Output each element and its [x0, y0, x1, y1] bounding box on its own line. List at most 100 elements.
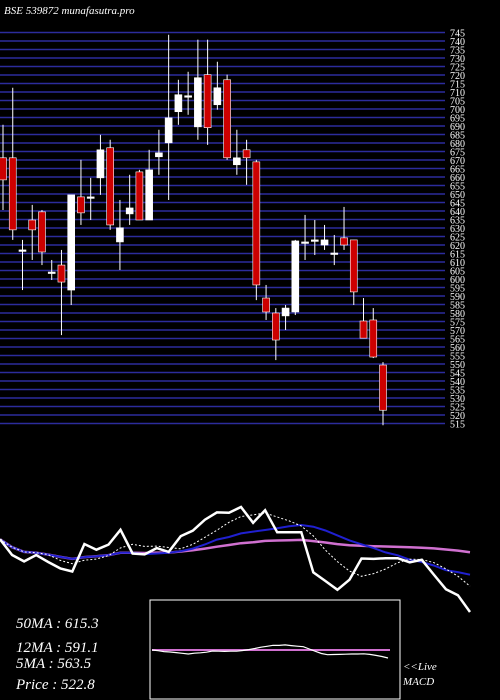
y-tick-label: 535	[450, 386, 465, 397]
candle-body	[349, 239, 358, 293]
candle-body	[116, 227, 124, 243]
candle-body	[301, 241, 309, 244]
candle-body	[38, 211, 46, 253]
y-tick-label: 730	[450, 54, 465, 65]
ma5-line	[0, 512, 471, 587]
candle-body	[155, 152, 163, 158]
y-tick-label: 645	[450, 199, 465, 210]
y-tick-label: 565	[450, 335, 465, 346]
candle-body	[310, 239, 319, 242]
ma-label: 50MA : 615.3	[16, 616, 99, 632]
y-tick-label: 560	[450, 343, 465, 354]
candle-body	[125, 207, 134, 215]
candle-body	[184, 95, 192, 98]
y-tick-label: 680	[450, 139, 465, 150]
y-tick-label: 615	[450, 250, 465, 261]
y-tick-label: 685	[450, 131, 465, 142]
y-tick-label: 530	[450, 394, 465, 405]
y-tick-label: 590	[450, 292, 465, 303]
candle-body	[242, 149, 251, 159]
candle-body	[203, 74, 212, 129]
y-tick-label: 580	[450, 309, 465, 320]
candle-body	[252, 161, 261, 286]
candle-body	[174, 94, 183, 113]
candle-body	[330, 252, 339, 255]
candle-body	[291, 240, 300, 313]
candle-body	[233, 157, 241, 166]
candle-body	[194, 77, 202, 128]
y-tick-label: 705	[450, 97, 465, 108]
y-tick-label: 520	[450, 411, 465, 422]
candle-body	[272, 312, 280, 341]
y-tick-label: 655	[450, 182, 465, 193]
price-line	[0, 505, 472, 613]
y-tick-label: 740	[450, 37, 465, 48]
candle-body	[262, 297, 270, 313]
candle-body	[281, 307, 290, 317]
y-tick-label: 735	[450, 46, 465, 57]
y-tick-label: 605	[450, 267, 465, 278]
ma-label: 12MA : 591.1	[16, 640, 99, 656]
candle-body	[379, 364, 387, 411]
y-tick-label: 640	[450, 207, 465, 218]
y-tick-label: 570	[450, 326, 465, 337]
y-tick-label: 650	[450, 190, 465, 201]
y-tick-label: 585	[450, 301, 465, 312]
candle-body	[77, 196, 85, 214]
candle-body	[340, 237, 348, 246]
candle-body	[47, 271, 56, 274]
y-tick-label: 595	[450, 284, 465, 295]
y-tick-label: 620	[450, 241, 465, 252]
y-tick-label: 600	[450, 275, 465, 286]
candle-body	[96, 149, 105, 179]
candle-body	[86, 196, 95, 199]
y-tick-label: 715	[450, 80, 465, 91]
macd-label: MACD	[402, 676, 434, 688]
y-tick-label: 630	[450, 224, 465, 235]
candle-body	[18, 249, 27, 252]
macd-line	[151, 644, 389, 659]
y-tick-label: 710	[450, 88, 465, 99]
chart-title: BSE 539872 munafasutra.pro	[4, 5, 135, 17]
y-tick-label: 700	[450, 105, 465, 116]
y-tick-label: 725	[450, 63, 465, 74]
y-tick-label: 540	[450, 377, 465, 388]
candle-body	[106, 147, 114, 226]
candle-body	[28, 219, 37, 231]
y-tick-label: 745	[450, 29, 465, 40]
y-tick-label: 635	[450, 216, 465, 227]
y-tick-label: 695	[450, 114, 465, 125]
candle-body	[57, 264, 66, 283]
y-tick-label: 610	[450, 258, 465, 269]
y-tick-label: 665	[450, 165, 465, 176]
y-tick-label: 720	[450, 71, 465, 82]
candle-body	[135, 171, 144, 221]
y-tick-label: 555	[450, 352, 465, 363]
y-tick-label: 690	[450, 122, 465, 133]
candle-body	[369, 319, 378, 358]
y-tick-label: 670	[450, 156, 465, 167]
y-tick-label: 675	[450, 148, 465, 159]
macd-box	[149, 599, 401, 700]
y-tick-label: 575	[450, 318, 465, 329]
candle-body	[164, 117, 173, 144]
candle-body	[223, 79, 231, 159]
candle-body	[359, 320, 368, 339]
y-tick-label: 550	[450, 360, 465, 371]
candle-body	[67, 194, 76, 291]
y-tick-label: 625	[450, 233, 465, 244]
price-label: Price : 522.8	[15, 677, 95, 693]
live-label: <<Live	[403, 661, 437, 673]
candle-body	[145, 169, 153, 221]
y-tick-label: 660	[450, 173, 465, 184]
ma12-line	[0, 523, 471, 576]
y-tick-label: 525	[450, 403, 465, 414]
ma-label: 5MA : 563.5	[16, 656, 92, 672]
y-tick-label: 545	[450, 369, 465, 380]
y-tick-label: 515	[450, 420, 465, 431]
candle-body	[8, 157, 17, 231]
candle-body	[213, 87, 222, 106]
candle-body	[320, 239, 329, 246]
candle-body	[0, 157, 7, 181]
